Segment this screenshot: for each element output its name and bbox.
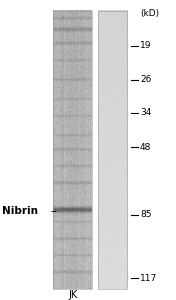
Text: 19: 19 <box>140 41 151 50</box>
Text: 85: 85 <box>140 210 151 219</box>
Text: 34: 34 <box>140 108 151 117</box>
Text: JK: JK <box>68 290 78 300</box>
Text: 48: 48 <box>140 142 151 152</box>
Text: Nibrin: Nibrin <box>2 206 38 217</box>
Text: --: -- <box>50 206 57 217</box>
Text: (kD): (kD) <box>140 9 159 18</box>
Text: 26: 26 <box>140 75 151 84</box>
Text: 117: 117 <box>140 274 157 283</box>
